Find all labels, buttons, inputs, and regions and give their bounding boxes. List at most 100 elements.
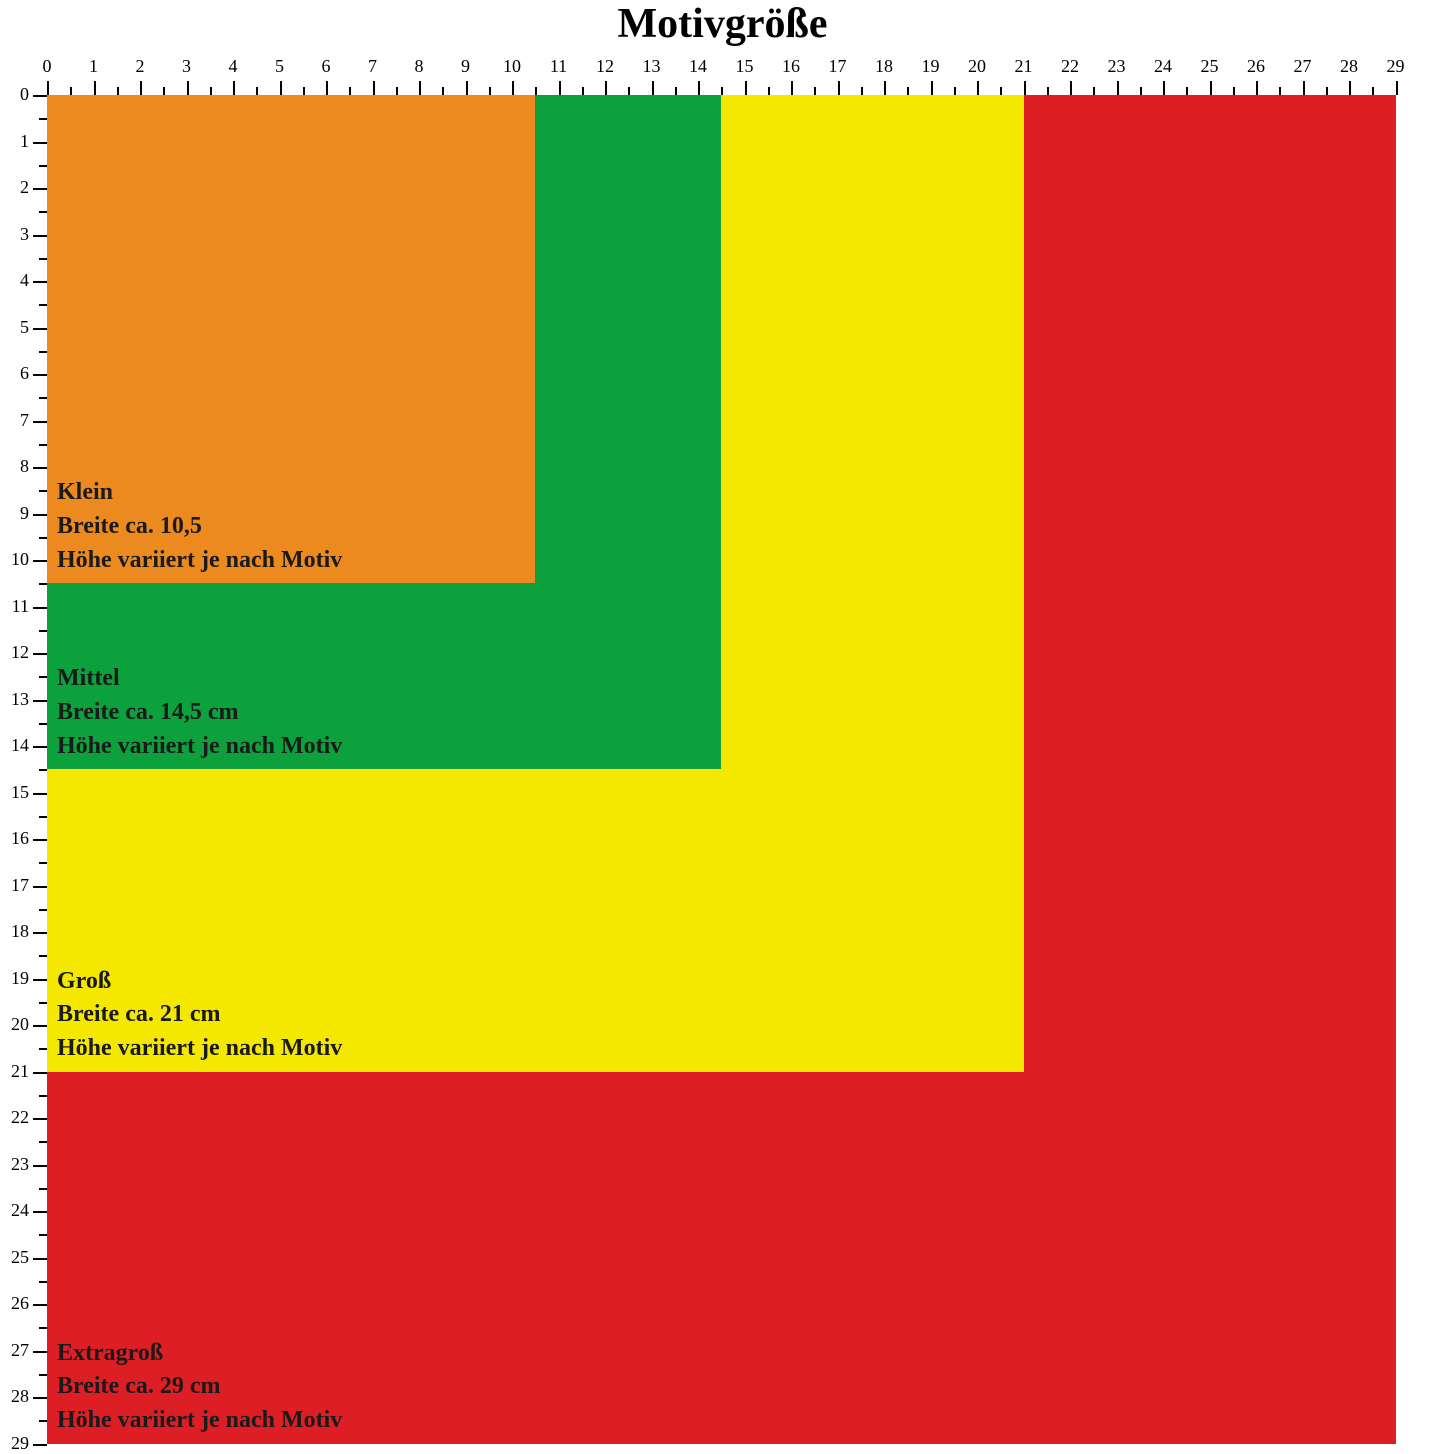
ruler-label: 5	[20, 317, 29, 338]
ruler-label: 22	[11, 1107, 29, 1128]
size-name: Mittel	[57, 662, 342, 696]
ruler-tick	[33, 1397, 47, 1399]
ruler-tick	[931, 81, 933, 95]
size-name: Extragroß	[57, 1337, 342, 1371]
ruler-minor-tick	[256, 87, 258, 95]
ruler-minor-tick	[39, 351, 47, 353]
ruler-minor-tick	[39, 1327, 47, 1329]
ruler-minor-tick	[39, 676, 47, 678]
ruler-minor-tick	[39, 1234, 47, 1236]
ruler-minor-tick	[396, 87, 398, 95]
ruler-tick	[33, 328, 47, 330]
ruler-tick	[33, 700, 47, 702]
ruler-minor-tick	[39, 118, 47, 120]
ruler-tick	[838, 81, 840, 95]
ruler-label: 5	[265, 56, 295, 77]
ruler-label: 4	[20, 270, 29, 291]
ruler-label: 19	[916, 56, 946, 77]
ruler-label: 14	[11, 735, 29, 756]
ruler-label: 27	[1288, 56, 1318, 77]
ruler-label: 2	[125, 56, 155, 77]
ruler-label: 0	[20, 84, 29, 105]
ruler-tick	[33, 932, 47, 934]
ruler-tick	[373, 81, 375, 95]
ruler-tick	[419, 81, 421, 95]
ruler-minor-tick	[39, 444, 47, 446]
ruler-tick	[559, 81, 561, 95]
ruler-minor-tick	[349, 87, 351, 95]
ruler-label: 16	[776, 56, 806, 77]
ruler-tick	[884, 81, 886, 95]
ruler-tick	[1117, 81, 1119, 95]
ruler-tick	[33, 839, 47, 841]
ruler-tick	[33, 746, 47, 748]
ruler-minor-tick	[721, 87, 723, 95]
ruler-minor-tick	[39, 1141, 47, 1143]
ruler-minor-tick	[442, 87, 444, 95]
ruler-label: 25	[1195, 56, 1225, 77]
ruler-tick	[1163, 81, 1165, 95]
ruler-minor-tick	[1093, 87, 1095, 95]
ruler-tick	[977, 81, 979, 95]
ruler-tick	[33, 374, 47, 376]
size-height: Höhe variiert je nach Motiv	[57, 1032, 342, 1066]
ruler-tick	[1303, 81, 1305, 95]
ruler-label: 23	[1102, 56, 1132, 77]
ruler-tick	[33, 1304, 47, 1306]
ruler-tick	[33, 235, 47, 237]
ruler-tick	[652, 81, 654, 95]
size-width: Breite ca. 29 cm	[57, 1370, 342, 1404]
ruler-label: 8	[404, 56, 434, 77]
ruler-minor-tick	[39, 1048, 47, 1050]
ruler-tick	[1396, 81, 1398, 95]
ruler-tick	[33, 1258, 47, 1260]
ruler-tick	[698, 81, 700, 95]
ruler-tick	[605, 81, 607, 95]
ruler-minor-tick	[70, 87, 72, 95]
ruler-label: 9	[20, 503, 29, 524]
ruler-label: 19	[11, 968, 29, 989]
ruler-minor-tick	[954, 87, 956, 95]
ruler-label: 9	[451, 56, 481, 77]
ruler-tick	[33, 1351, 47, 1353]
ruler-tick	[33, 1072, 47, 1074]
ruler-label: 17	[823, 56, 853, 77]
ruler-label: 1	[79, 56, 109, 77]
ruler-minor-tick	[39, 909, 47, 911]
size-chart-area: ExtragroßBreite ca. 29 cmHöhe variiert j…	[47, 95, 1445, 1445]
ruler-minor-tick	[814, 87, 816, 95]
ruler-minor-tick	[1140, 87, 1142, 95]
ruler-tick	[33, 1025, 47, 1027]
ruler-tick	[33, 1118, 47, 1120]
size-name: Groß	[57, 965, 342, 999]
ruler-label: 23	[11, 1154, 29, 1175]
ruler-label: 20	[11, 1014, 29, 1035]
size-height: Höhe variiert je nach Motiv	[57, 1404, 342, 1438]
ruler-tick	[94, 81, 96, 95]
ruler-minor-tick	[39, 1095, 47, 1097]
ruler-minor-tick	[39, 816, 47, 818]
ruler-label: 12	[11, 642, 29, 663]
ruler-minor-tick	[39, 583, 47, 585]
size-height: Höhe variiert je nach Motiv	[57, 544, 342, 578]
ruler-minor-tick	[163, 87, 165, 95]
ruler-vertical: 0123456789101112131415161718192021222324…	[0, 95, 47, 1445]
ruler-tick	[33, 514, 47, 516]
ruler-minor-tick	[39, 258, 47, 260]
size-height: Höhe variiert je nach Motiv	[57, 730, 342, 764]
ruler-tick	[1070, 81, 1072, 95]
ruler-tick	[33, 886, 47, 888]
ruler-label: 7	[358, 56, 388, 77]
ruler-label: 29	[11, 1433, 29, 1454]
ruler-label: 8	[20, 456, 29, 477]
ruler-minor-tick	[768, 87, 770, 95]
ruler-minor-tick	[39, 769, 47, 771]
ruler-label: 11	[12, 596, 29, 617]
ruler-tick	[33, 281, 47, 283]
ruler-tick	[1256, 81, 1258, 95]
size-width: Breite ca. 14,5 cm	[57, 696, 342, 730]
ruler-tick	[326, 81, 328, 95]
ruler-label: 28	[11, 1386, 29, 1407]
size-name: Klein	[57, 476, 342, 510]
ruler-tick	[47, 81, 49, 95]
